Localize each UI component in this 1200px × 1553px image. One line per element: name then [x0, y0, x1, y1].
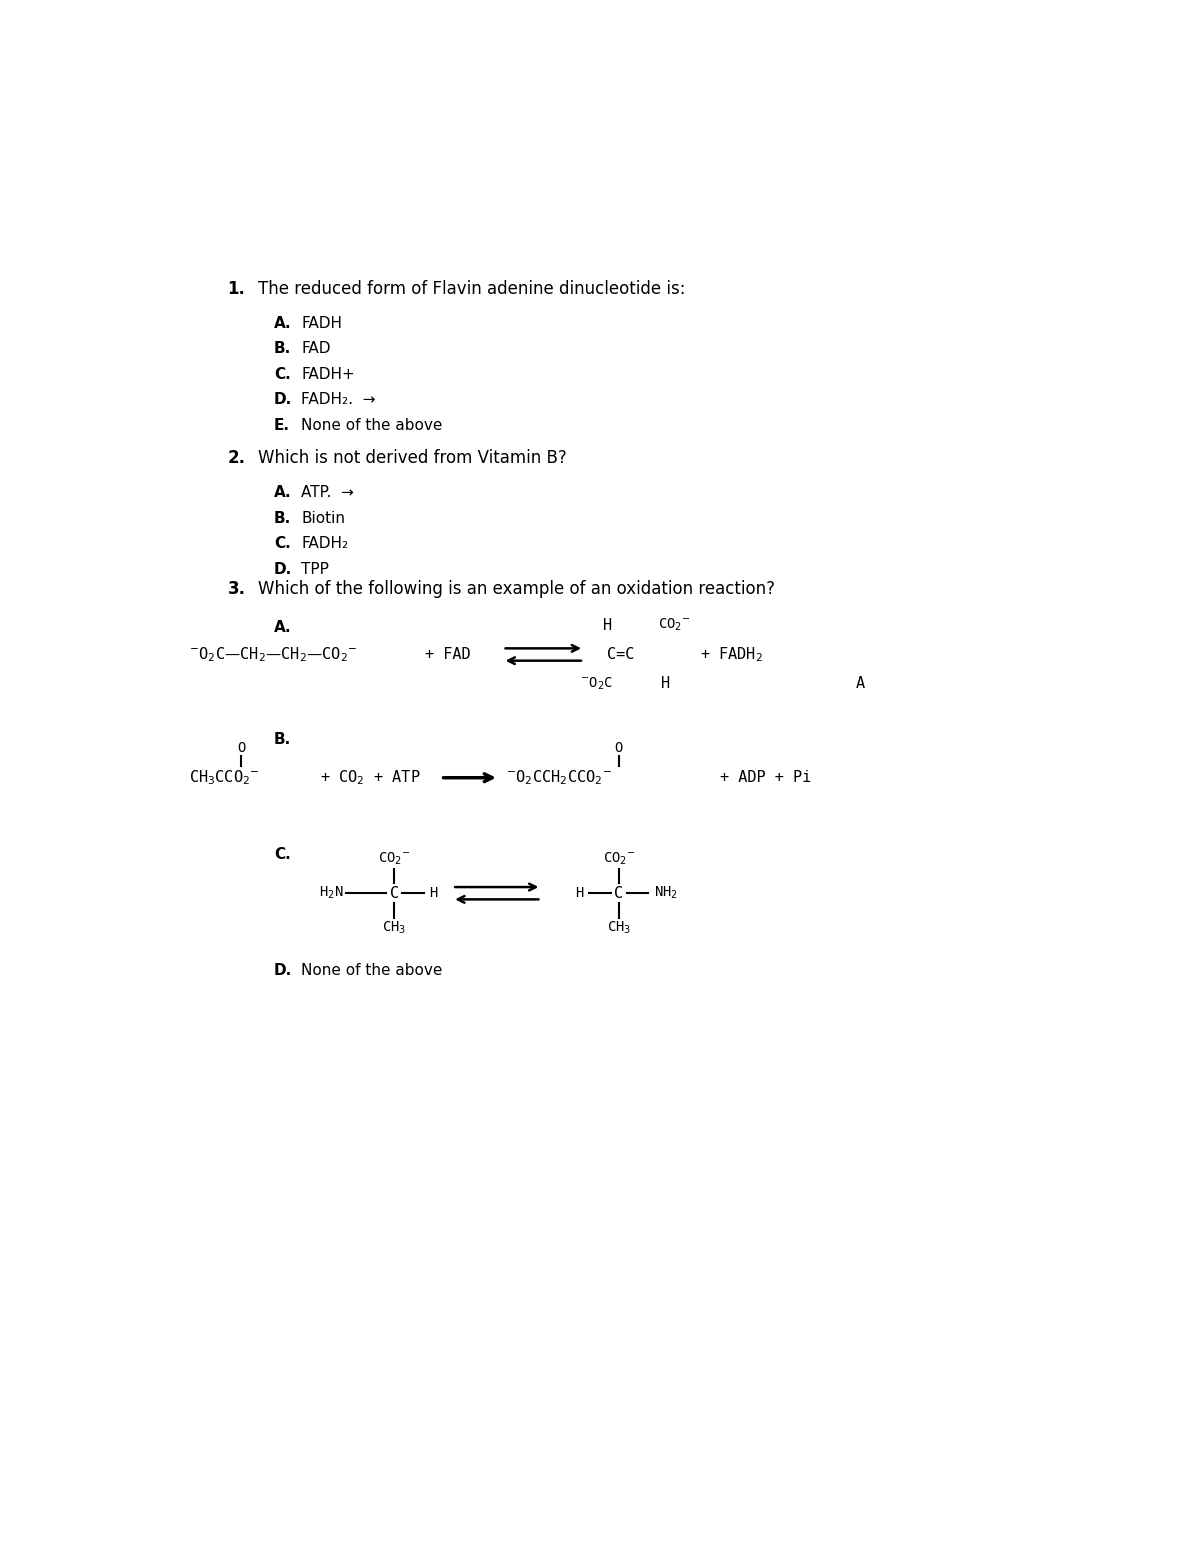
Text: + CO$_2$ + ATP: + CO$_2$ + ATP	[320, 769, 421, 787]
Text: $^{-}$O$_2$C: $^{-}$O$_2$C	[580, 676, 613, 693]
Text: $^{-}$O$_2$CCH$_2$CCO$_2$$^{-}$: $^{-}$O$_2$CCH$_2$CCO$_2$$^{-}$	[506, 769, 612, 787]
Text: + FAD: + FAD	[425, 648, 470, 662]
Text: FADH+: FADH+	[301, 367, 355, 382]
Text: A.: A.	[274, 315, 292, 331]
Text: H: H	[661, 676, 671, 691]
Text: O: O	[238, 741, 246, 755]
Text: H: H	[576, 887, 584, 901]
Text: D.: D.	[274, 963, 293, 978]
Text: The reduced form of Flavin adenine dinucleotide is:: The reduced form of Flavin adenine dinuc…	[258, 280, 686, 298]
Text: C: C	[614, 885, 624, 901]
Text: TPP: TPP	[301, 562, 329, 576]
Text: A.: A.	[274, 486, 292, 500]
Text: FADH: FADH	[301, 315, 342, 331]
Text: + FADH$_2$: + FADH$_2$	[701, 644, 763, 663]
Text: 3.: 3.	[228, 581, 246, 598]
Text: H$_2$N: H$_2$N	[319, 885, 343, 901]
Text: CO$_2$$^{-}$: CO$_2$$^{-}$	[378, 851, 410, 867]
Text: Biotin: Biotin	[301, 511, 346, 526]
Text: Which of the following is an example of an oxidation reaction?: Which of the following is an example of …	[258, 581, 775, 598]
Text: C.: C.	[274, 367, 290, 382]
Text: NH$_2$: NH$_2$	[654, 885, 678, 901]
Text: CO$_2$$^{-}$: CO$_2$$^{-}$	[658, 617, 690, 634]
Text: CH$_3$CCO$_2$$^{-}$: CH$_3$CCO$_2$$^{-}$	[188, 769, 259, 787]
Text: B.: B.	[274, 731, 292, 747]
Text: Which is not derived from Vitamin B?: Which is not derived from Vitamin B?	[258, 449, 568, 467]
Text: None of the above: None of the above	[301, 963, 443, 978]
Text: C.: C.	[274, 536, 290, 551]
Text: E.: E.	[274, 418, 290, 433]
Text: A: A	[856, 676, 864, 691]
Text: FAD: FAD	[301, 342, 331, 356]
Text: $^{-}$O$_2$C—CH$_2$—CH$_2$—CO$_2$$^{-}$: $^{-}$O$_2$C—CH$_2$—CH$_2$—CO$_2$$^{-}$	[188, 644, 358, 663]
Text: 2.: 2.	[228, 449, 246, 467]
Text: H: H	[604, 618, 612, 632]
Text: + ADP + Pi: + ADP + Pi	[720, 770, 811, 786]
Text: CO$_2$$^{-}$: CO$_2$$^{-}$	[602, 851, 635, 867]
Text: C.: C.	[274, 848, 290, 862]
Text: C: C	[390, 885, 398, 901]
Text: FADH₂: FADH₂	[301, 536, 348, 551]
Text: 1.: 1.	[228, 280, 245, 298]
Text: B.: B.	[274, 342, 292, 356]
Text: None of the above: None of the above	[301, 418, 443, 433]
Text: A.: A.	[274, 620, 292, 635]
Text: O: O	[614, 741, 623, 755]
Text: B.: B.	[274, 511, 292, 526]
Text: H: H	[430, 887, 437, 901]
Text: D.: D.	[274, 562, 293, 576]
Text: C=C: C=C	[607, 648, 635, 662]
Text: FADH₂.  →: FADH₂. →	[301, 393, 376, 407]
Text: CH$_3$: CH$_3$	[607, 919, 631, 936]
Text: ATP.  →: ATP. →	[301, 486, 354, 500]
Text: D.: D.	[274, 393, 293, 407]
Text: CH$_3$: CH$_3$	[382, 919, 407, 936]
